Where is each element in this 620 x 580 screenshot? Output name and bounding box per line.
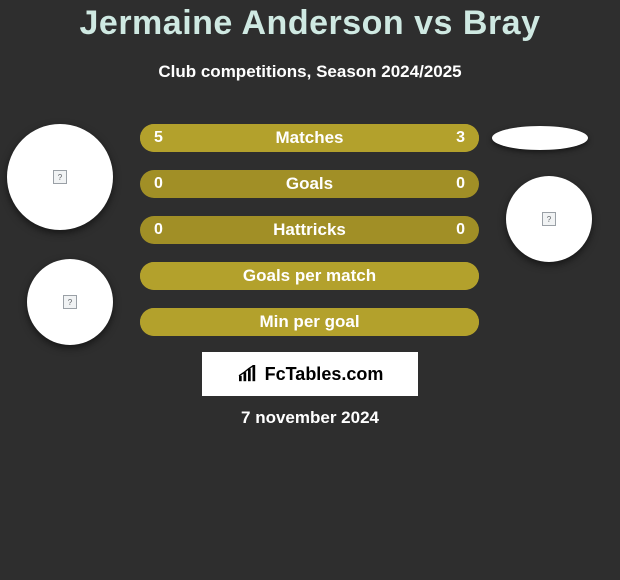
- stat-value-left: 0: [154, 216, 163, 244]
- stat-row: Min per goal: [140, 308, 479, 336]
- stat-value-right: 0: [456, 170, 465, 198]
- club-logo-right: [506, 176, 592, 262]
- page-title: Jermaine Anderson vs Bray: [0, 4, 620, 43]
- broken-image-icon: [542, 212, 556, 226]
- stat-row: Matches5 3: [140, 124, 479, 152]
- stat-rows: Matches53Goals00Hattricks00Goals per mat…: [140, 124, 479, 354]
- stat-label: Min per goal: [140, 308, 479, 336]
- stat-row: Hattricks0 0: [140, 216, 479, 244]
- broken-image-icon: [63, 295, 77, 309]
- club-logo-left: [27, 259, 113, 345]
- comparison-infographic: Jermaine Anderson vs Bray Club competiti…: [0, 0, 620, 580]
- page-subtitle: Club competitions, Season 2024/2025: [0, 62, 620, 82]
- date-text: 7 november 2024: [0, 408, 620, 428]
- stat-label: Matches: [140, 124, 479, 152]
- stat-row: Goals per match: [140, 262, 479, 290]
- stat-value-right: 0: [456, 216, 465, 244]
- stat-row: Goals0 0: [140, 170, 479, 198]
- stat-label: Goals: [140, 170, 479, 198]
- watermark: FcTables.com: [202, 352, 418, 396]
- player-avatar-left: [7, 124, 113, 230]
- broken-image-icon: [53, 170, 67, 184]
- watermark-text: FcTables.com: [265, 364, 384, 385]
- player-avatar-right-flat: [492, 126, 588, 150]
- stat-label: Goals per match: [140, 262, 479, 290]
- bar-chart-icon: [237, 365, 259, 383]
- stat-label: Hattricks: [140, 216, 479, 244]
- stat-value-left: 0: [154, 170, 163, 198]
- stat-value-right: 3: [456, 124, 465, 152]
- stat-value-left: 5: [154, 124, 163, 152]
